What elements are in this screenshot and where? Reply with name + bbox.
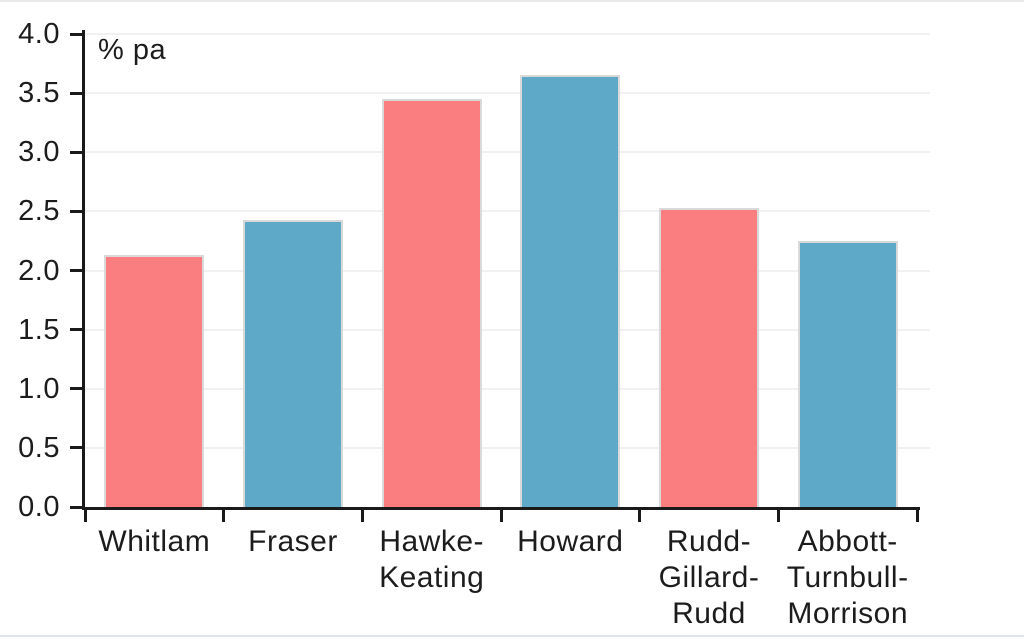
x-tick-5 — [776, 510, 780, 522]
y-tick-label-2.0: 2.0 — [18, 254, 60, 287]
y-tick-label-0.5: 0.5 — [18, 431, 60, 464]
x-tick-label-rudd-gillard-rudd: Rudd- Gillard- Rudd — [658, 525, 760, 630]
x-tick-3 — [499, 510, 503, 522]
y-tick-0.5 — [70, 446, 83, 450]
y-tick-label-2.5: 2.5 — [18, 195, 60, 228]
x-tick-label-howard: Howard — [517, 525, 624, 558]
gridline-3 — [85, 151, 930, 154]
x-tick-label-fraser: Fraser — [248, 525, 338, 558]
y-tick-1.5 — [70, 328, 83, 332]
x-tick-6 — [915, 510, 919, 522]
x-tick-label-whitlam: Whitlam — [98, 525, 211, 558]
image-bottom-border — [0, 635, 1024, 637]
y-tick-2.5 — [70, 209, 83, 213]
x-tick-4 — [638, 510, 642, 522]
bar-rudd-gillard-rudd — [659, 207, 759, 507]
x-tick-0 — [83, 510, 87, 522]
y-tick-1 — [70, 387, 83, 391]
bar-hawke-keating — [381, 99, 482, 507]
y-tick-label-4.0: 4.0 — [18, 18, 60, 50]
bar-abbott-turnbull-morrison — [797, 240, 898, 507]
gridline-3.5 — [85, 92, 930, 95]
x-axis-line — [82, 507, 920, 510]
y-axis-unit-label: % pa — [98, 34, 167, 66]
x-tick-label-abbott-turnbull-morrison: Abbott- Turnbull- Morrison — [786, 525, 909, 630]
gridline-0.5 — [85, 446, 930, 449]
y-tick-2 — [70, 269, 83, 272]
y-tick-0 — [70, 505, 83, 509]
y-axis-line — [82, 30, 85, 510]
y-tick-label-1.0: 1.0 — [18, 372, 60, 405]
gridline-1 — [85, 387, 930, 390]
image-top-border — [0, 0, 1024, 2]
gridline-4 — [85, 33, 930, 35]
y-tick-label-1.5: 1.5 — [18, 313, 60, 346]
x-tick-2 — [360, 510, 364, 522]
y-tick-3.5 — [70, 91, 83, 95]
y-tick-label-3.5: 3.5 — [18, 77, 60, 110]
bar-fraser — [243, 219, 343, 507]
gridline-2.5 — [85, 210, 930, 213]
y-tick-label-0.0: 0.0 — [18, 491, 60, 523]
y-tick-label-3.0: 3.0 — [18, 136, 60, 169]
gridline-1.5 — [85, 328, 930, 331]
y-tick-3 — [70, 150, 83, 154]
gridline-2 — [85, 269, 930, 272]
bar-howard — [520, 75, 621, 507]
y-tick-4 — [70, 32, 83, 36]
bar-whitlam — [104, 255, 205, 507]
x-tick-1 — [222, 510, 226, 522]
x-tick-label-hawke-keating: Hawke- Keating — [379, 525, 485, 594]
